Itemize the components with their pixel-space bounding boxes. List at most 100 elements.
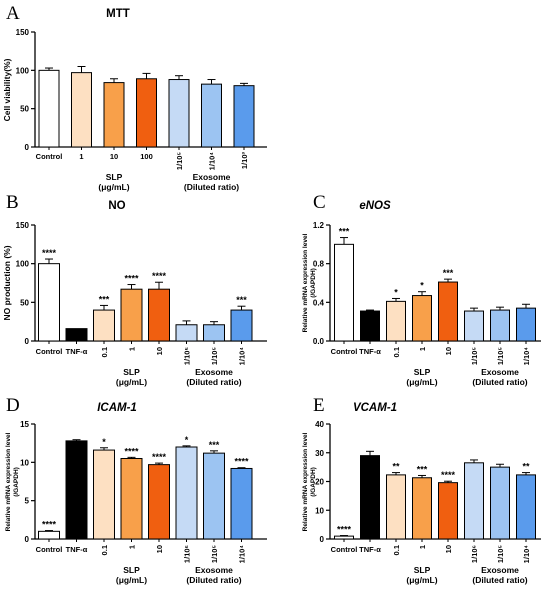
group-label: SLP: [123, 367, 140, 377]
panel-letter: A: [6, 3, 20, 24]
bar: [148, 464, 170, 540]
bar: [464, 462, 484, 540]
group-label: Exosome: [195, 367, 233, 377]
category-label: 1: [418, 545, 427, 549]
category-label: 0.1: [100, 545, 109, 555]
significance-label: *: [394, 287, 398, 297]
y-tick-label: 40: [315, 420, 324, 429]
category-label: Control: [36, 347, 63, 356]
panel-letter: C: [313, 192, 326, 213]
group-sublabel: (Diluted ratio): [186, 377, 241, 387]
y-tick-label: 50: [20, 105, 29, 114]
y-tick-label: 0: [320, 535, 325, 544]
bar: [93, 309, 115, 342]
bar: [490, 466, 510, 540]
category-label: 0.1: [392, 347, 401, 357]
y-tick-label: 10: [20, 458, 29, 467]
category-label: 1/10⁵: [210, 545, 219, 564]
panel-a: A MTT Cell viability(%) 0 50 100 150 Control 1 10…: [2, 3, 267, 192]
category-label: 1/10⁴: [208, 152, 217, 171]
panel-title: NO: [108, 200, 125, 212]
y-tick-label: 0.4: [313, 298, 325, 307]
group-sublabel: (μg/mL): [98, 182, 129, 192]
category-label: 1: [418, 347, 427, 351]
panel-title: eNOS: [359, 200, 391, 212]
bar: [360, 455, 380, 540]
bar: [412, 295, 432, 342]
group-sublabel: (μg/mL): [116, 377, 147, 387]
bar: [168, 79, 190, 148]
bar: [230, 467, 253, 540]
category-label: 0.1: [100, 347, 109, 357]
bar: [203, 452, 225, 540]
significance-label: ***: [443, 268, 454, 278]
category-label: 1: [128, 347, 137, 351]
bar: [233, 85, 255, 148]
category-label: 1/10⁵: [175, 152, 184, 171]
bar: [490, 309, 510, 342]
significance-label: ***: [417, 464, 428, 474]
significance-label: *: [420, 281, 424, 291]
category-label: 1/10⁵: [496, 545, 505, 564]
significance-label: ****: [124, 274, 139, 284]
y-tick-label: 100: [16, 66, 30, 75]
panel-e: E VCAM-1 Relative mRNA expression level (/G…: [302, 395, 541, 585]
bar: [120, 288, 143, 342]
category-label: TNF-α: [359, 545, 381, 554]
significance-label: ****: [234, 457, 249, 467]
group-label: Exosome: [481, 367, 519, 377]
bar: [120, 458, 143, 540]
panel-b: B NO NO production (%) 0 50 100 150 **** Control…: [2, 192, 267, 387]
significance-label: **: [392, 462, 400, 472]
significance-label: ****: [441, 470, 456, 480]
category-label: 1/10⁵: [210, 347, 219, 366]
category-label: 1/10⁵: [470, 347, 479, 366]
panel-letter: D: [6, 395, 20, 416]
category-label: Control: [36, 152, 63, 161]
category-label: 10: [444, 347, 453, 355]
y-tick-label: 15: [20, 420, 29, 429]
category-label: Control: [331, 545, 358, 554]
bar: [93, 449, 115, 540]
category-label: 100: [140, 152, 153, 161]
category-label: 1: [128, 545, 137, 549]
y-tick-label: 150: [16, 28, 30, 37]
bar: [136, 78, 157, 148]
significance-label: *: [102, 437, 106, 447]
y-tick-label: 0: [25, 143, 30, 152]
group-sublabel: (Diluted ratio): [472, 575, 527, 585]
bar: [148, 288, 170, 342]
y-tick-label: 150: [16, 221, 30, 230]
significance-label: ****: [337, 525, 352, 535]
bar: [412, 477, 432, 540]
category-label: 1/10⁴: [522, 347, 531, 366]
group-label: SLP: [123, 565, 140, 575]
y-tick-label: 5: [25, 497, 30, 506]
bar: [464, 310, 484, 342]
bar: [71, 72, 92, 148]
y-tick-label: 20: [315, 478, 324, 487]
bar: [175, 324, 198, 342]
group-sublabel: (μg/mL): [406, 377, 437, 387]
category-label: TNF-α: [66, 545, 88, 554]
category-label: TNF-α: [66, 347, 88, 356]
bar: [65, 328, 88, 342]
significance-label: ***: [209, 440, 220, 450]
group-sublabel: (μg/mL): [406, 575, 437, 585]
bar: [386, 300, 406, 342]
category-label: Control: [36, 545, 63, 554]
y-tick-label: 0.0: [313, 337, 325, 346]
category-label: 1/10⁶: [183, 545, 192, 563]
bar: [516, 474, 536, 540]
panel-letter: B: [6, 192, 19, 213]
group-sublabel: (Diluted ratio): [472, 377, 527, 387]
category-label: 10: [110, 152, 118, 161]
group-label: Exosome: [481, 565, 519, 575]
group-label: SLP: [414, 367, 431, 377]
y-axis-label-unit: (/GAPDH): [310, 268, 317, 298]
y-tick-label: 50: [20, 298, 29, 307]
significance-label: ****: [152, 452, 167, 462]
category-label: 1/10⁴: [522, 545, 531, 564]
bar: [386, 474, 406, 540]
category-label: 0.1: [392, 545, 401, 555]
